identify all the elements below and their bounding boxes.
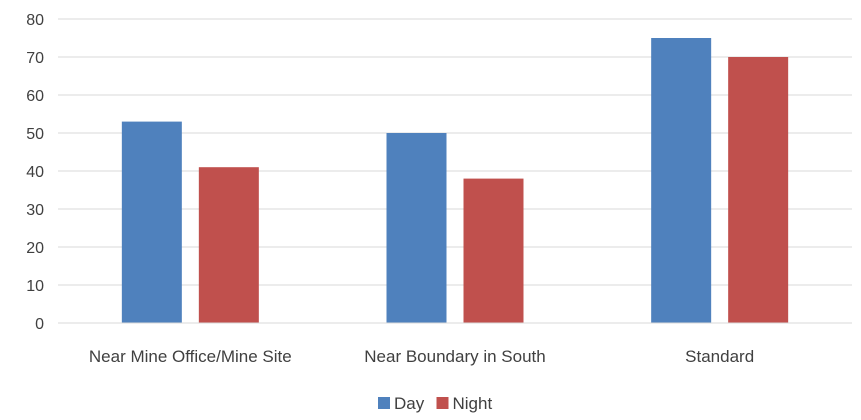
y-axis-tick-labels: 0 10 20 30 40 50 60 70 80	[26, 12, 44, 333]
bar-night-3	[728, 57, 789, 323]
legend-swatch-night	[436, 397, 449, 409]
gridlines	[58, 18, 852, 286]
bar-day-3	[651, 38, 712, 323]
bar-night-1	[198, 167, 259, 323]
bar-day-1	[121, 121, 182, 323]
y-tick-label: 30	[26, 202, 44, 219]
bars	[121, 38, 789, 323]
x-category-label: Near Mine Office/Mine Site	[89, 347, 292, 366]
y-tick-label: 70	[26, 50, 44, 67]
y-tick-label: 50	[26, 126, 44, 143]
y-tick-label: 40	[26, 164, 44, 181]
x-category-label: Standard	[685, 347, 754, 366]
y-tick-label: 80	[26, 12, 44, 29]
x-category-label: Near Boundary in South	[364, 347, 545, 366]
x-axis-category-labels: Near Mine Office/Mine Site Near Boundary …	[89, 347, 754, 366]
bar-night-2	[463, 178, 524, 323]
legend-swatch-day	[378, 397, 390, 409]
bar-day-2	[386, 133, 447, 323]
y-tick-label: 20	[26, 240, 44, 257]
y-tick-label: 10	[26, 278, 44, 295]
legend: Day Night	[378, 394, 492, 413]
y-tick-label: 60	[26, 88, 44, 105]
legend-label-night: Night	[453, 394, 493, 413]
legend-label-day: Day	[394, 394, 425, 413]
y-tick-label: 0	[35, 316, 44, 333]
